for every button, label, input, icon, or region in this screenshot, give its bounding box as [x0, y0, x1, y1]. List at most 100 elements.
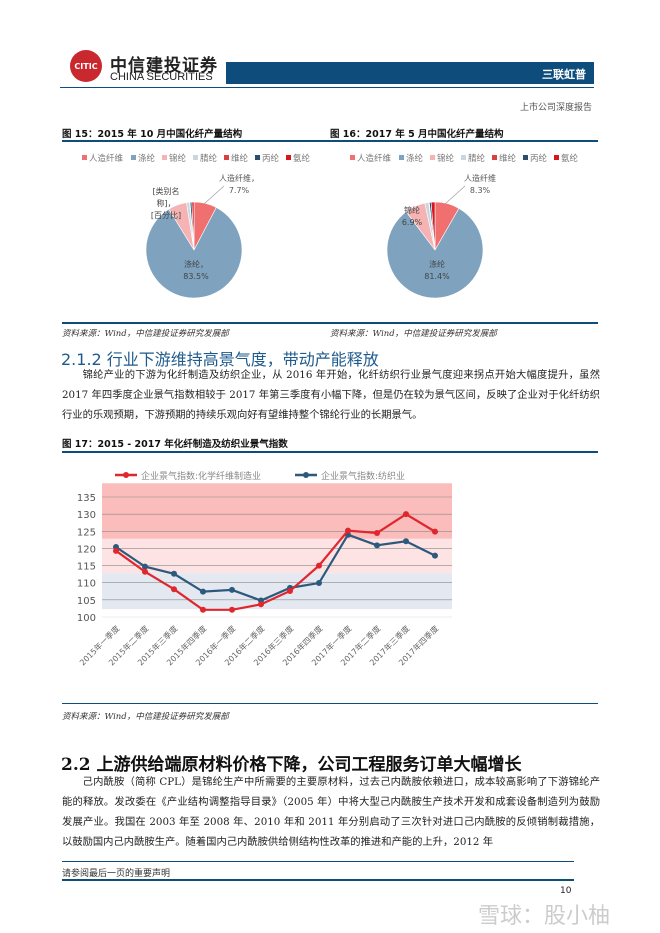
data-label: 81.4% [424, 272, 450, 281]
fig-divider [62, 322, 598, 324]
data-label: 人造纤维 [464, 173, 496, 183]
data-point [432, 552, 438, 559]
watermark: 雪球：股小柚 [478, 904, 611, 929]
source-note: 资料来源：Wind，中信建投证券研究发展部 [62, 712, 229, 722]
legend-swatch [554, 155, 559, 160]
data-label: 人造纤维， [219, 173, 259, 183]
data-label: 6.9% [402, 218, 423, 227]
data-point [200, 606, 206, 613]
data-label: 8.3% [470, 186, 491, 195]
section-heading-2-1-2: 2.1.2 行业下游维持高景气度，带动产能释放 [61, 350, 379, 369]
data-point [316, 562, 322, 569]
legend-swatch [131, 155, 136, 160]
legend-label: 企业景气指数:化学纤维制造业 [141, 470, 261, 482]
company-logo-en: CHINA SECURITIES [110, 71, 213, 83]
footer-divider [62, 861, 574, 862]
company-logo-cn: 中信建投证券 [110, 56, 218, 76]
legend-label: 氨纶 [561, 153, 579, 164]
data-point [432, 528, 438, 535]
report-type: 上市公司深度报告 [519, 103, 592, 113]
data-label: [类别名 [152, 186, 179, 196]
legend-swatch [224, 155, 229, 160]
company-banner: 三联虹普 [226, 62, 594, 84]
data-point [403, 538, 409, 545]
y-tick-label: 110 [77, 579, 96, 590]
data-point [142, 563, 148, 570]
pie-slice-1 [145, 207, 243, 299]
legend-label: 锦纶 [437, 153, 455, 164]
y-tick-label: 125 [77, 527, 96, 538]
legend-swatch [523, 155, 528, 160]
fig-divider [62, 140, 598, 142]
pie-slice-6 [191, 201, 195, 251]
data-point [316, 580, 322, 587]
data-point [287, 587, 293, 594]
data-point [229, 586, 235, 593]
legend-label: 锦纶 [169, 153, 187, 164]
legend-label: 维纶 [231, 153, 249, 164]
y-tick-label: 135 [77, 493, 96, 504]
legend-label: 维纶 [499, 153, 517, 164]
data-label: 涤纶 [429, 259, 445, 269]
data-label: [百分比] [151, 210, 181, 220]
page-number: 10 [560, 886, 572, 896]
data-point [142, 568, 148, 575]
section-2-1-2-body: 锦纶产业的下游为化纤制造及纺织企业，从 2016 年开始，化纤纺织行业景气度迎来… [62, 369, 600, 421]
data-point [113, 547, 119, 554]
legend-swatch [350, 155, 355, 160]
background-band [102, 483, 452, 539]
legend-label: 丙纶 [262, 153, 280, 164]
section-heading-2-2: 2.2 上游供给端原材料价格下降，公司工程服务订单大幅增长 [61, 755, 522, 775]
leader-line [203, 185, 225, 205]
legend-label: 涤纶 [406, 153, 424, 164]
data-point [171, 570, 177, 577]
legend-marker [123, 472, 129, 478]
legend-swatch [399, 155, 404, 160]
legend-swatch [492, 155, 497, 160]
leader-line [444, 185, 466, 205]
background-band [102, 573, 452, 610]
legend-label: 腈纶 [468, 153, 486, 164]
fig-divider [62, 703, 598, 704]
data-point [345, 527, 351, 534]
legend-swatch [461, 155, 466, 160]
footer-divider [62, 879, 574, 881]
fig16-title: 图 16：2017 年 5 月中国化纤产量结构 [330, 129, 504, 140]
legend-marker [303, 472, 309, 478]
fig-divider [62, 451, 598, 453]
data-label: 83.5% [183, 272, 209, 281]
data-point [403, 511, 409, 518]
section-2-2-body: 己内酰胺（简称 CPL）是锦纶生产中所需要的主要原材料，过去己内酰胺依赖进口，成… [62, 776, 600, 848]
legend-label: 涤纶 [138, 153, 156, 164]
legend-label: 丙纶 [530, 153, 548, 164]
y-tick-label: 130 [77, 510, 96, 521]
data-point [229, 606, 235, 613]
legend-label: 企业景气指数:纺织业 [321, 470, 405, 482]
footer-disclaimer: 请参阅最后一页的重要声明 [62, 869, 171, 879]
data-point [374, 542, 380, 549]
legend-swatch [255, 155, 260, 160]
legend-swatch [286, 155, 291, 160]
header-divider [60, 87, 594, 88]
y-tick-label: 115 [77, 562, 96, 573]
pie-charts: 人造纤维 涤纶 锦纶 腈纶 维纶 丙纶 氨纶人造纤维，7.7%涤纶，83.5%[类别名称]，… [82, 153, 579, 299]
pie-slice-6 [430, 201, 436, 251]
source-note: 资料来源：Wind，中信建投证券研究发展部 [62, 329, 229, 339]
data-point [258, 601, 264, 608]
legend-swatch [193, 155, 198, 160]
legend-swatch [430, 155, 435, 160]
source-note: 资料来源：Wind，中信建投证券研究发展部 [330, 329, 497, 339]
series-line [115, 533, 436, 602]
data-point [200, 588, 206, 595]
data-label: 7.7% [229, 186, 250, 195]
legend-label: 腈纶 [200, 153, 218, 164]
data-label: 涤纶， [184, 259, 208, 269]
legend-label: 人造纤维 [357, 153, 392, 164]
y-tick-label: 120 [77, 544, 96, 555]
background-band [102, 538, 452, 574]
data-point [171, 586, 177, 593]
line-chart: 1001051101151201251301352015年一季度2015年二季度… [77, 470, 452, 667]
data-label: 称]， [156, 198, 175, 208]
fig17-title: 图 17：2015 - 2017 年化纤制造及纺织业景气指数 [62, 439, 288, 450]
legend-swatch [82, 155, 87, 160]
